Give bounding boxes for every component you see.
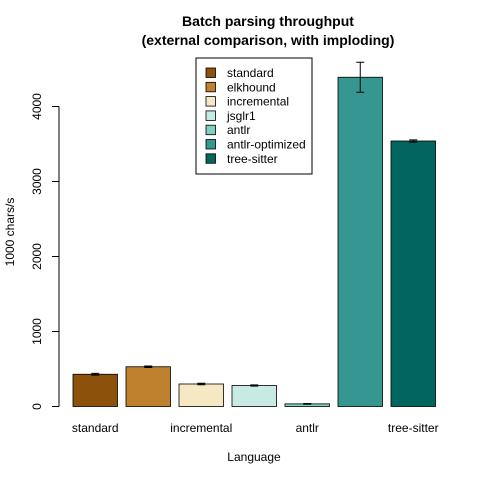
- bar-tree-sitter: [390, 140, 436, 407]
- legend-swatch-elkhound: [205, 81, 216, 93]
- y-tick-label: 3000: [30, 168, 44, 195]
- x-tick-label-standard: standard: [72, 421, 119, 435]
- y-tick-label: 1000: [30, 318, 44, 345]
- x-tick-labels: standard incremental antlr tree-sitter: [72, 421, 439, 435]
- bar-antlr-optimized: [337, 76, 383, 407]
- bar-elkhound: [125, 366, 171, 407]
- x-tick-label-incremental: incremental: [170, 421, 232, 435]
- legend: standardelkhoundincrementaljsglr1antlran…: [195, 57, 313, 175]
- legend-swatch-jsglr1: [205, 110, 216, 121]
- legend-swatch-antlr-optimized: [205, 139, 216, 150]
- legend-label-antlr-optimized: antlr-optimized: [227, 138, 306, 152]
- chart-title-line-2: (external comparison, with imploding): [142, 32, 395, 48]
- y-tick-label: 2000: [30, 243, 44, 270]
- y-tick-label: 0: [30, 403, 44, 410]
- bar-standard: [72, 373, 118, 407]
- y-axis: 0 1000 2000 3000 4000: [30, 93, 60, 410]
- legend-label-elkhound: elkhound: [227, 80, 276, 94]
- legend-swatch-standard: [205, 67, 216, 78]
- legend-swatch-incremental: [205, 96, 216, 107]
- legend-swatch-tree-sitter: [205, 153, 216, 164]
- chart-title-line-1: Batch parsing throughput: [182, 13, 354, 29]
- x-tick-label-tree-sitter: tree-sitter: [388, 421, 439, 435]
- legend-swatch-antlr: [205, 124, 216, 136]
- legend-label-tree-sitter: tree-sitter: [227, 152, 278, 166]
- legend-label-jsglr1: jsglr1: [226, 109, 256, 123]
- x-tick-label-antlr: antlr: [296, 421, 319, 435]
- bar-incremental: [178, 383, 224, 407]
- bars-group: [72, 76, 436, 407]
- y-axis-title: 1000 chars/s: [3, 198, 17, 267]
- legend-label-incremental: incremental: [227, 95, 289, 109]
- bar-jsglr1: [231, 385, 277, 407]
- x-axis-title: Language: [227, 450, 281, 464]
- error-bars-group: [91, 61, 418, 405]
- legend-label-standard: standard: [227, 66, 274, 80]
- legend-label-antlr: antlr: [227, 123, 250, 137]
- y-tick-label: 4000: [30, 93, 44, 120]
